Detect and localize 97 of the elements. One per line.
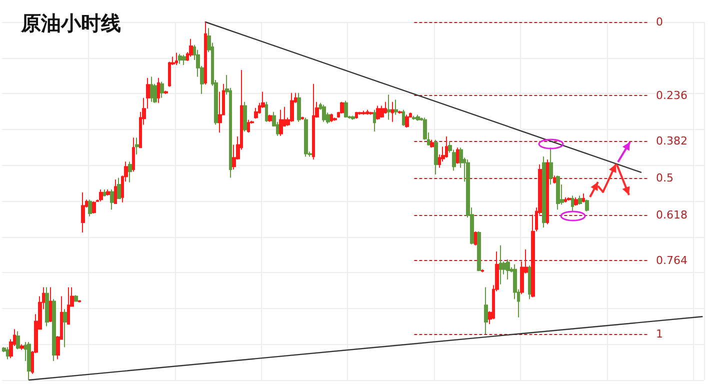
candlestick	[344, 100, 348, 118]
candlestick	[304, 117, 308, 158]
candlestick	[549, 147, 553, 186]
candlestick	[178, 53, 182, 64]
candlestick	[81, 192, 85, 234]
candlestick	[103, 189, 106, 197]
candlestick	[384, 101, 387, 114]
candlestick	[474, 230, 477, 246]
candlestick	[110, 189, 114, 210]
candlestick	[387, 94, 391, 120]
candlestick	[376, 105, 380, 120]
candlestick	[63, 308, 67, 348]
candlestick	[322, 104, 326, 122]
candlestick	[373, 109, 376, 132]
candlestick	[574, 196, 578, 206]
candlestick	[175, 52, 178, 66]
candlestick	[78, 300, 81, 303]
candlestick	[380, 105, 384, 118]
candlestick	[290, 92, 294, 122]
candlestick	[340, 101, 344, 114]
candlestick	[546, 158, 549, 225]
candlestick	[297, 92, 301, 122]
candlestick	[45, 286, 49, 327]
candlestick	[16, 330, 20, 350]
y2-tick-label: 0.618	[656, 208, 688, 222]
candlestick	[391, 101, 394, 122]
y2-tick-label: 0.236	[656, 89, 688, 102]
candlestick	[49, 286, 52, 323]
candlestick	[564, 196, 567, 203]
candlestick	[182, 54, 186, 66]
y2-tick-label: 1	[656, 328, 663, 341]
candlestick	[542, 156, 546, 228]
candlestick	[74, 294, 78, 302]
candlestick	[366, 109, 369, 116]
candlestick	[67, 286, 70, 325]
candlestick	[528, 264, 531, 300]
candlestick	[157, 77, 160, 104]
candlestick	[567, 196, 571, 202]
candlestick	[585, 199, 589, 212]
candlestick	[355, 111, 358, 120]
candlestick	[578, 195, 582, 206]
candlestick	[394, 99, 398, 116]
candlestick	[243, 101, 247, 132]
candlestick	[247, 119, 250, 134]
candlestick	[135, 137, 139, 155]
candlestick	[88, 199, 92, 217]
candlestick	[571, 195, 574, 212]
candlestick	[106, 189, 110, 196]
candlestick	[445, 136, 448, 158]
candlestick	[301, 116, 304, 120]
y2-tick-label: 0	[656, 16, 663, 28]
candlestick	[128, 161, 132, 183]
candlestick	[52, 298, 56, 362]
candlestick	[312, 83, 315, 160]
candlestick	[333, 117, 337, 122]
candlestick	[92, 200, 96, 214]
candlestick	[99, 189, 103, 202]
candlestick	[204, 22, 207, 86]
candlestick	[150, 76, 153, 102]
candlestick	[506, 258, 510, 280]
y2-tick-label: 0.5	[656, 172, 674, 185]
candlestick	[254, 107, 258, 120]
candlestick	[6, 346, 9, 360]
candlestick	[405, 114, 409, 128]
candlestick	[456, 147, 459, 164]
candlestick	[20, 344, 24, 350]
chart-title: 原油小时线	[20, 11, 121, 35]
candlestick	[434, 139, 438, 176]
candlestick	[362, 110, 366, 116]
candlestick	[477, 230, 481, 272]
candlestick	[358, 111, 362, 116]
candlestick	[398, 110, 402, 114]
candlestick	[189, 38, 193, 58]
candlestick	[160, 81, 164, 98]
candlestick	[265, 101, 268, 122]
candlestick	[402, 109, 405, 126]
candlestick	[351, 115, 355, 120]
candlestick	[164, 90, 168, 94]
candlestick	[330, 113, 333, 122]
candlestick	[27, 342, 31, 380]
candlestick	[481, 268, 484, 273]
candlestick	[412, 115, 416, 120]
y2-tick-label: 0.382	[656, 134, 688, 148]
candlestick	[553, 175, 556, 184]
candlestick	[114, 179, 117, 204]
candlestick	[369, 111, 373, 116]
candlestick	[499, 244, 502, 285]
candlestick	[132, 137, 135, 172]
candlestick	[556, 175, 560, 210]
candlestick	[268, 114, 272, 122]
y2-tick-label: 0.764	[656, 254, 688, 267]
candlestick	[484, 286, 488, 335]
candlestick	[582, 192, 585, 203]
candlestick	[430, 139, 434, 148]
candlestick	[279, 109, 283, 136]
candlestick	[416, 114, 420, 122]
candlestick	[117, 177, 121, 199]
